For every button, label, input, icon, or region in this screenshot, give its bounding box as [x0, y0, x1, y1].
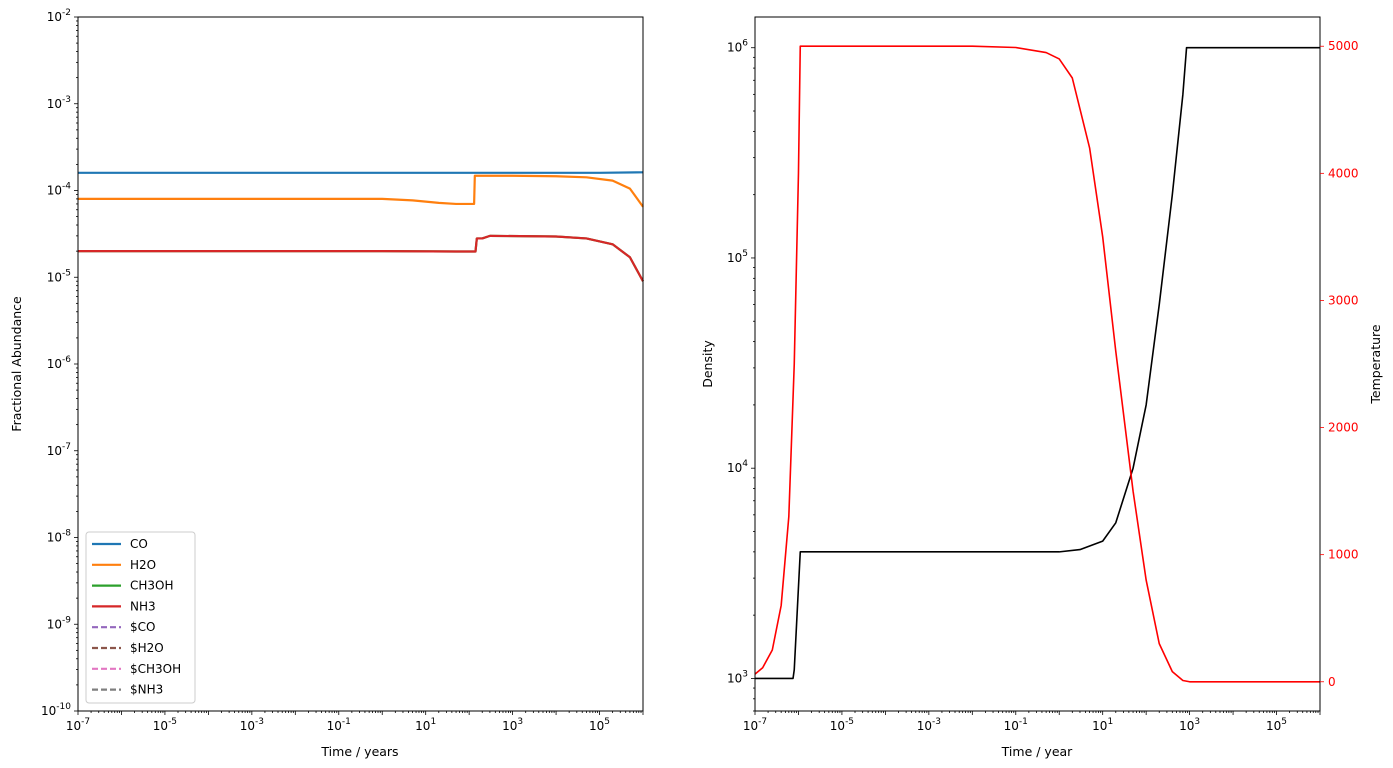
density-y-axis-label: Density: [700, 340, 715, 388]
x-tick-label: 101: [1092, 717, 1113, 733]
density-temperature-series-lines: [754, 45, 1320, 683]
density-x-ticks: 10-7 10-5 10-3 10-1 101 103 105: [743, 711, 1321, 733]
temperature-tick-label: 1000: [1328, 548, 1359, 562]
legend-entry-label: $CO: [130, 620, 155, 634]
density-tick-label: 105: [727, 249, 748, 265]
legend-entry-label: $H2O: [130, 641, 164, 655]
density-temperature-chart: 10-7 10-5 10-3 10-1 101 103 105 103 104 105 106 0…: [700, 16, 1383, 759]
abundance-y-ticks: 10-10 10-9 10-8 10-7 10-6 10-5 10-4 10-3 10-2: [41, 8, 78, 718]
legend-entry-label: H2O: [130, 558, 156, 572]
abundance-y-axis-label: Fractional Abundance: [9, 296, 24, 432]
x-tick-label: 10-7: [66, 717, 90, 733]
x-tick-label: 10-5: [153, 717, 177, 733]
legend-entry-label: CO: [130, 537, 148, 551]
temperature-tick-label: 4000: [1328, 166, 1359, 180]
temperature-y-axis-label: Temperature: [1368, 324, 1383, 404]
temperature-right-y-ticks: 0 1000 2000 3000 4000 5000: [1320, 39, 1359, 689]
legend-entry-label: CH3OH: [130, 579, 174, 593]
y-tick-label: 10-8: [47, 529, 72, 545]
y-tick-label: 10-4: [47, 182, 72, 198]
y-tick-label: 10-3: [47, 95, 71, 111]
y-tick-label: 10-5: [47, 268, 71, 284]
x-tick-label: 103: [502, 717, 523, 733]
y-tick-label: 10-2: [47, 8, 71, 24]
x-tick-label: 105: [1266, 717, 1287, 733]
temperature-tick-label: 3000: [1328, 293, 1359, 307]
temperature-line: [754, 45, 1320, 683]
x-tick-label: 103: [1179, 717, 1200, 733]
density-x-axis-label: Time / year: [1001, 744, 1073, 759]
temperature-tick-label: 0: [1328, 675, 1336, 689]
density-tick-label: 104: [727, 459, 748, 475]
legend-entry-label: $NH3: [130, 683, 163, 697]
density-left-y-ticks: 103 104 105 106: [727, 39, 755, 712]
abundance-legend: CO H2O CH3OH NH3 $CO $H2O $CH3OH $NH3: [85, 531, 196, 704]
x-tick-label: 10-3: [917, 717, 941, 733]
abundance-chart: 10-7 10-5 10-3 10-1 101 103 105 10-1010-910-81…: [9, 8, 644, 759]
abundance-x-ticks: 10-7 10-5 10-3 10-1 101 103 105: [66, 711, 644, 733]
density-tick-label: 106: [727, 39, 748, 55]
y-tick-label: 10-6: [47, 355, 72, 371]
temperature-tick-label: 5000: [1328, 39, 1359, 53]
abundance-x-axis-label: Time / years: [320, 744, 398, 759]
abundance-series-lines: [78, 171, 644, 282]
legend-entry-label: NH3: [130, 599, 156, 613]
x-tick-label: 101: [415, 717, 436, 733]
y-tick-label: 10-10: [41, 702, 71, 718]
density-plot-frame: [754, 16, 1321, 712]
density-line: [755, 46, 1320, 680]
x-tick-label: 10-1: [327, 717, 351, 733]
legend-entry-label: $CH3OH: [130, 662, 181, 676]
temperature-tick-label: 2000: [1328, 421, 1359, 435]
density-tick-label: 103: [727, 669, 748, 685]
y-tick-label: 10-9: [47, 615, 72, 631]
x-tick-label: 10-5: [830, 717, 854, 733]
legend-box: [85, 531, 196, 704]
x-tick-label: 10-3: [240, 717, 264, 733]
x-tick-label: 10-1: [1004, 717, 1028, 733]
y-tick-label: 10-7: [47, 442, 71, 458]
x-tick-label: 10-7: [743, 717, 767, 733]
series-line-h2o: [78, 174, 644, 208]
series-line-nh3: [78, 234, 644, 282]
x-tick-label: 105: [589, 717, 610, 733]
